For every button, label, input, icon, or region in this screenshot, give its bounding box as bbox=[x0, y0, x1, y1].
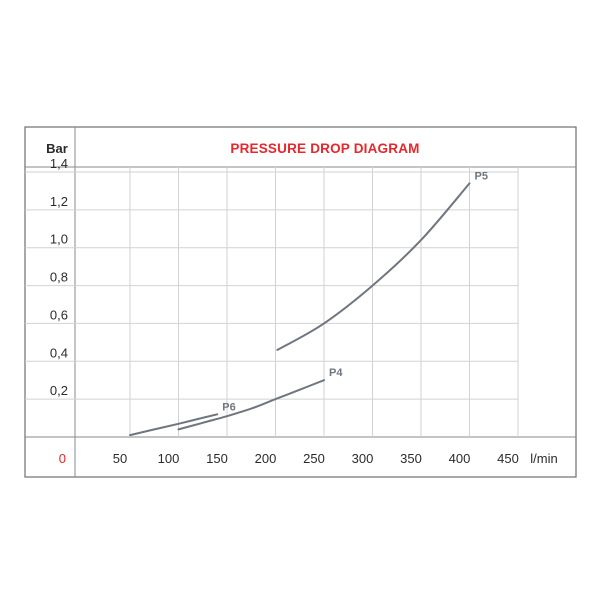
y-tick-label: 1,2 bbox=[50, 194, 68, 209]
series-label-p6: P6 bbox=[222, 401, 235, 413]
y-tick-label: 0,4 bbox=[50, 345, 68, 360]
x-tick-label: 300 bbox=[352, 451, 374, 466]
x-tick-label: 400 bbox=[449, 451, 471, 466]
x-tick-labels: 50 100 150 200 250 300 350 400 450 bbox=[113, 451, 519, 466]
x-tick-label: 250 bbox=[303, 451, 325, 466]
x-tick-label: 100 bbox=[158, 451, 180, 466]
y-tick-label: 1,4 bbox=[50, 156, 68, 171]
x-tick-label: 150 bbox=[206, 451, 228, 466]
chart-frame bbox=[24, 126, 577, 478]
x-tick-label: 50 bbox=[113, 451, 127, 466]
y-tick-label: 1,0 bbox=[50, 232, 68, 247]
y-axis-label: Bar bbox=[46, 141, 68, 156]
x-tick-label: 350 bbox=[400, 451, 422, 466]
series-line-p5 bbox=[276, 182, 471, 351]
series-label-p4: P4 bbox=[329, 367, 343, 379]
y-origin-label: 0 bbox=[59, 451, 66, 466]
grid bbox=[25, 167, 519, 437]
x-axis-unit-label: l/min bbox=[530, 451, 557, 466]
series-label-p5: P5 bbox=[475, 170, 488, 182]
x-tick-label: 450 bbox=[497, 451, 519, 466]
y-tick-label: 0,2 bbox=[50, 383, 68, 398]
chart-title: PRESSURE DROP DIAGRAM bbox=[230, 141, 419, 156]
y-tick-label: 0,6 bbox=[50, 307, 68, 322]
series: P6 P4 P5 bbox=[129, 170, 488, 437]
y-tick-labels: 0,2 0,4 0,6 0,8 1,0 1,2 1,4 bbox=[50, 156, 68, 398]
series-line-p6 bbox=[129, 413, 219, 437]
y-tick-label: 0,8 bbox=[50, 270, 68, 285]
x-tick-label: 200 bbox=[255, 451, 277, 466]
series-line-p4 bbox=[177, 379, 325, 431]
